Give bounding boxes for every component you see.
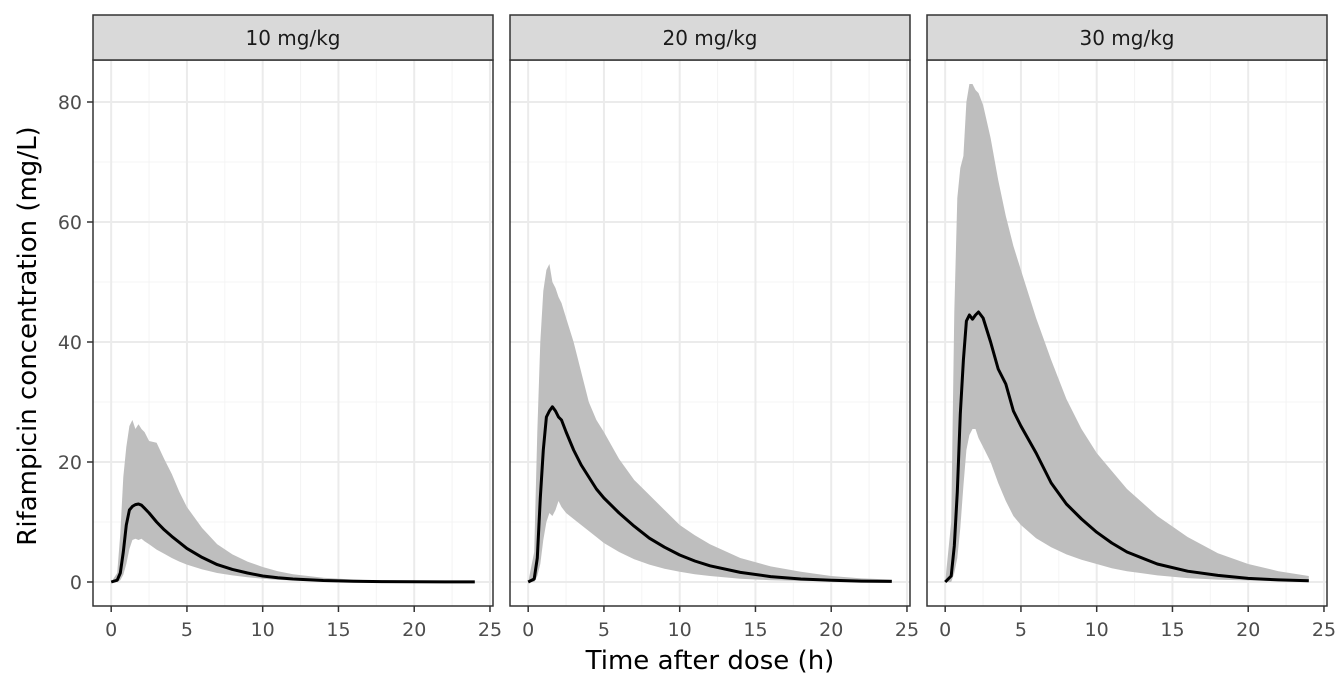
facet-strip-label: 10 mg/kg <box>246 26 341 50</box>
facet-strip <box>92 14 494 61</box>
y-tick-label: 0 <box>70 572 82 594</box>
facet-strip <box>926 14 1328 61</box>
x-axis-title: Time after dose (h) <box>585 646 835 676</box>
x-tick-label: 10 <box>1085 619 1109 641</box>
x-tick-label: 5 <box>181 619 193 641</box>
prediction-band <box>945 84 1309 582</box>
y-axis-title: Rifampicin concentration (mg/L) <box>13 126 43 545</box>
facet-strip-label: 30 mg/kg <box>1080 26 1175 50</box>
x-tick-label: 15 <box>1160 619 1184 641</box>
prediction-band <box>528 264 892 582</box>
x-tick-label: 20 <box>1236 619 1260 641</box>
x-tick-label: 10 <box>251 619 275 641</box>
panels-layer: 10 mg/kg 20 mg/kg 30 mg/kg <box>92 14 1328 607</box>
x-tick-label: 5 <box>598 619 610 641</box>
x-tick-label: 25 <box>1312 619 1336 641</box>
facet-panel-2: 20 mg/kg <box>509 14 911 607</box>
x-tick-label: 0 <box>522 619 534 641</box>
y-tick-label: 40 <box>58 332 82 354</box>
median-line <box>110 502 475 584</box>
x-tick-label: 15 <box>326 619 350 641</box>
x-axis: 0 5 10 15 20 25 0 5 10 15 20 25 0 5 10 15 20 25 <box>105 606 1336 641</box>
facet-panel-3: 30 mg/kg <box>926 14 1328 607</box>
x-tick-label: 0 <box>939 619 951 641</box>
x-tick-label: 5 <box>1015 619 1027 641</box>
prediction-band <box>111 420 475 582</box>
x-tick-label: 25 <box>895 619 919 641</box>
x-tick-label: 25 <box>478 619 502 641</box>
y-tick-label: 20 <box>58 452 82 474</box>
median-line <box>944 310 1309 584</box>
facet-panel-1: 10 mg/kg <box>92 14 494 607</box>
facet-strip-label: 20 mg/kg <box>663 26 758 50</box>
x-tick-label: 0 <box>105 619 117 641</box>
x-tick-label: 10 <box>668 619 692 641</box>
x-tick-label: 15 <box>743 619 767 641</box>
y-tick-label: 80 <box>58 92 82 114</box>
x-tick-label: 20 <box>819 619 843 641</box>
x-tick-label: 20 <box>402 619 426 641</box>
facet-strip <box>509 14 911 61</box>
y-tick-label: 60 <box>58 212 82 234</box>
median-line <box>527 405 892 584</box>
y-axis: 0 20 40 60 80 <box>58 92 93 594</box>
